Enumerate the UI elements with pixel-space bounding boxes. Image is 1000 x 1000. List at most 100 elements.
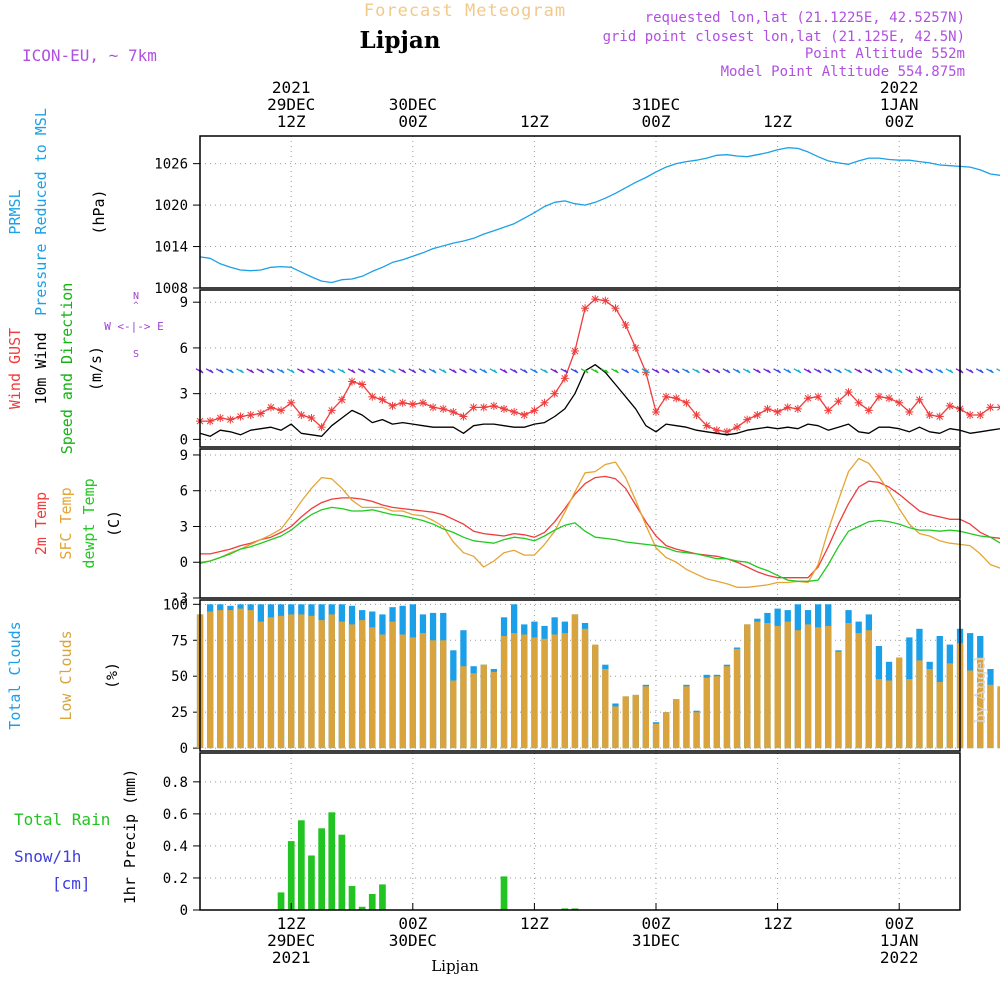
wind-barb (864, 368, 873, 374)
wind-gust-marker (266, 403, 275, 412)
total-rain-bar (328, 812, 336, 910)
y-tick-label: 0.6 (163, 807, 188, 823)
wind-barb (226, 368, 234, 374)
wind-gust-marker (287, 398, 296, 407)
wind-gust-marker (662, 392, 671, 401)
wind-gust-marker (682, 398, 691, 407)
wind-barb (459, 368, 467, 374)
total-rain-bar (358, 906, 366, 910)
wind-gust-marker (570, 346, 579, 355)
wind-barb (915, 368, 923, 374)
wind-barb (479, 368, 488, 374)
pressure-line (199, 147, 1000, 284)
wind-barb (874, 368, 883, 374)
wind-gust-marker (307, 414, 316, 423)
wind-barb (519, 368, 528, 374)
bottom-time-label: 00Z (642, 914, 671, 933)
panel-title-line: (C) (105, 510, 123, 537)
bottom-time-label: 1JAN (880, 931, 919, 950)
wind-gust-marker (378, 395, 387, 404)
wind-barb (935, 368, 944, 374)
y-tick-label: 9 (180, 448, 188, 464)
bottom-time-label: 30DEC (389, 931, 437, 950)
wind-barb (509, 368, 518, 374)
wind-barb (742, 368, 751, 374)
y-tick-label: 9 (180, 295, 188, 311)
low-clouds-bar (683, 686, 690, 749)
low-clouds-bar (399, 634, 406, 749)
wind-barb (651, 368, 660, 374)
wind-gust-marker (337, 395, 346, 404)
panel-title-line: Wind GUST (6, 328, 24, 409)
wind-barb (996, 368, 1000, 372)
low-clouds-bar (885, 680, 893, 749)
wind-barb (813, 368, 822, 374)
2m-temp-line (200, 475, 1000, 579)
y-tick-label: 3 (180, 387, 188, 403)
wind-gust-marker (601, 296, 610, 305)
low-clouds-bar (490, 671, 497, 749)
wind-gust-marker (692, 410, 701, 419)
wind-barb (793, 368, 802, 374)
wind-gust-marker (631, 343, 640, 352)
compass-south: S (133, 349, 139, 360)
wind-barb (783, 368, 792, 374)
low-clouds-bar (531, 637, 538, 749)
panel-title-line: dewpt Temp (80, 478, 98, 568)
wind-barb (327, 368, 336, 374)
wind-gust-marker (226, 415, 235, 424)
dewpt-temp-line (199, 506, 1000, 582)
panel-frame (199, 135, 961, 289)
panel-wind: 0 3 6 9 N^ W <-|-> E S Wind GUST 10m Wind Speed a… (6, 283, 1000, 454)
wind-gust-marker (925, 410, 934, 419)
low-clouds-bar (318, 620, 325, 749)
wind-barb (367, 368, 376, 374)
10m-wind-line (199, 364, 1000, 437)
wind-barb (408, 368, 417, 374)
wind-gust-marker (206, 417, 215, 426)
total-rain-bar (277, 892, 285, 910)
low-clouds-bar (764, 623, 771, 749)
top-time-label: 00Z (642, 112, 671, 131)
wind-gust-marker (986, 403, 995, 412)
top-time-label: 00Z (398, 112, 427, 131)
top-time-label: 12Z (277, 112, 306, 131)
low-clouds-bar (946, 663, 953, 749)
wind-barb (286, 368, 295, 374)
wind-barb (580, 368, 589, 374)
low-clouds-bar (308, 615, 315, 749)
low-clouds-bar (551, 634, 558, 749)
wind-gust-marker (550, 389, 559, 398)
wind-gust-marker (459, 412, 468, 421)
wind-gust-marker (966, 410, 975, 419)
wind-barb (438, 368, 447, 374)
panel-clouds: 0 25 50 75 100 Total Clouds Low Clouds (%) (6, 597, 1000, 757)
wind-gust-marker (783, 403, 792, 412)
wind-barb (347, 368, 356, 374)
wind-barb (357, 368, 366, 374)
wind-barb (894, 368, 903, 374)
wind-barb (236, 368, 244, 374)
wind-barb (611, 368, 619, 374)
low-clouds-bar (217, 610, 224, 749)
wind-barb (671, 368, 680, 374)
wind-gust-marker (449, 407, 458, 416)
wind-gust-marker (824, 406, 833, 415)
rain-label: Total Rain (14, 810, 110, 829)
low-clouds-bar (875, 679, 883, 749)
model-name: ICON-EU, ~ 7km (22, 46, 157, 65)
top-time-label: 1JAN (880, 95, 919, 114)
low-clouds-bar (967, 670, 974, 749)
wind-gust-marker (368, 392, 377, 401)
low-clouds-bar (288, 614, 295, 749)
top-time-label: 2022 (880, 78, 919, 97)
top-time-label: 30DEC (389, 95, 437, 114)
precip-axis-label: 1hr Precip (mm) (121, 769, 139, 904)
wind-gust-marker (641, 368, 650, 377)
panel-temperature: -3 0 3 6 9 2m Temp SFC Temp dewpt Temp (C) (32, 448, 1000, 607)
low-clouds-bar (977, 657, 984, 749)
panel-frame (199, 752, 961, 911)
low-clouds-bar (906, 679, 913, 749)
y-tick-label: 50 (171, 669, 188, 685)
